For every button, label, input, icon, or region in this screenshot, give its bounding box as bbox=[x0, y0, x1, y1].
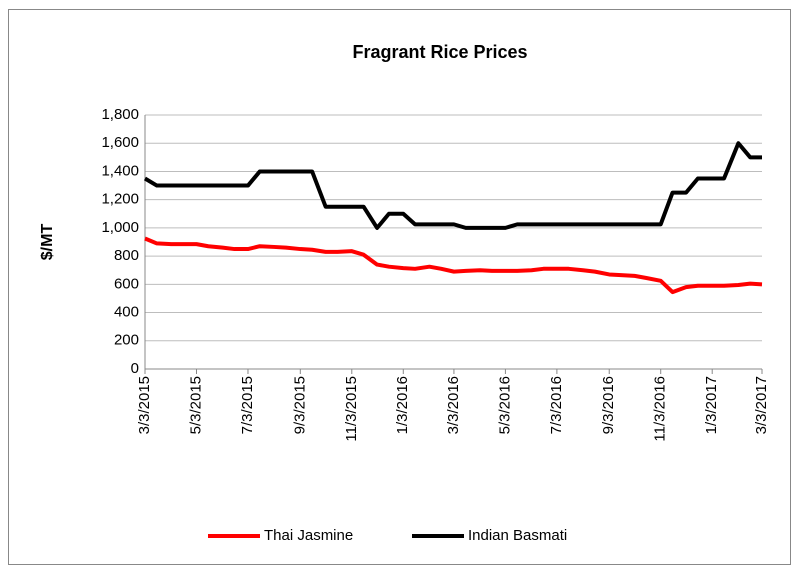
y-tick-label: 600 bbox=[114, 275, 139, 292]
x-tick-label: 11/3/2015 bbox=[343, 376, 360, 442]
x-tick-label: 5/3/2016 bbox=[496, 376, 513, 434]
x-tick-label: 1/3/2016 bbox=[394, 376, 411, 434]
x-tick-label: 1/3/2017 bbox=[703, 376, 720, 434]
y-tick-label: 1,200 bbox=[101, 191, 139, 208]
y-tick-label: 200 bbox=[114, 332, 139, 349]
y-tick-label: 1,400 bbox=[101, 162, 139, 179]
y-tick-label: 800 bbox=[114, 247, 139, 264]
chart-title: Fragrant Rice Prices bbox=[352, 42, 527, 62]
x-tick-label: 7/3/2016 bbox=[548, 376, 565, 434]
y-tick-label: 400 bbox=[114, 304, 139, 321]
line-series bbox=[144, 236, 763, 295]
y-tick-label: 1,800 bbox=[101, 106, 139, 123]
y-axis-label: $/MT bbox=[39, 224, 56, 261]
line-series bbox=[143, 141, 762, 230]
legend-label: Thai Jasmine bbox=[264, 527, 353, 544]
y-tick-label: 1,600 bbox=[101, 134, 139, 151]
x-tick-label: 9/3/2016 bbox=[600, 376, 617, 434]
x-tick-label: 11/3/2016 bbox=[652, 376, 669, 442]
x-tick-label: 9/3/2015 bbox=[291, 376, 308, 434]
x-tick-label: 3/3/2017 bbox=[753, 376, 770, 434]
chart-frame bbox=[8, 9, 791, 565]
x-tick-label: 3/3/2016 bbox=[445, 376, 462, 434]
legend-label: Indian Basmati bbox=[468, 527, 567, 544]
y-tick-label: 0 bbox=[131, 360, 139, 377]
y-tick-label: 1,000 bbox=[101, 219, 139, 236]
x-tick-label: 5/3/2015 bbox=[187, 376, 204, 434]
x-tick-label: 3/3/2015 bbox=[136, 376, 153, 434]
x-tick-label: 7/3/2015 bbox=[239, 376, 256, 434]
